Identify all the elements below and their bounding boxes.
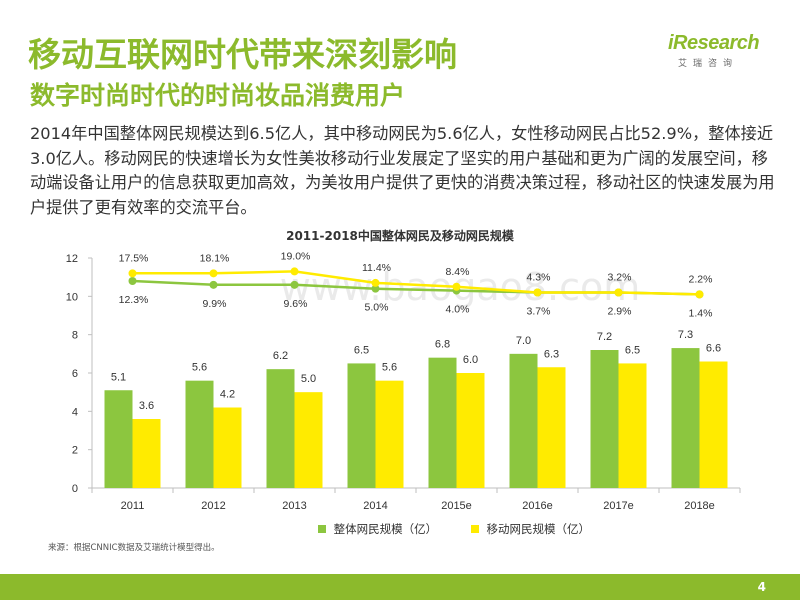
bar-mobile xyxy=(537,367,566,488)
x-tick-label: 2018e xyxy=(684,500,715,512)
bar-total xyxy=(671,348,700,488)
x-tick-label: 2017e xyxy=(603,500,634,512)
bar-data-label: 6.3 xyxy=(544,348,559,360)
bar-data-label: 7.2 xyxy=(597,331,612,343)
logo-chinese-name: 艾瑞咨询 xyxy=(678,59,739,69)
bar-data-label: 6.5 xyxy=(354,344,369,356)
bar-data-label: 5.6 xyxy=(382,362,397,374)
bar-data-label: 6.6 xyxy=(706,343,721,355)
y-tick-label: 4 xyxy=(72,406,78,418)
legend-swatch-total xyxy=(318,524,326,533)
legend-swatch-mobile xyxy=(470,524,479,533)
bar-total xyxy=(104,390,133,488)
bar-data-label: 4.2 xyxy=(220,389,235,401)
x-tick-label: 2011 xyxy=(121,500,145,512)
growth-rate-label: 2.2% xyxy=(689,273,713,285)
bar-data-label: 3.6 xyxy=(139,400,154,412)
growth-rate-label: 1.4% xyxy=(689,307,713,319)
growth-rate-label: 17.5% xyxy=(119,252,149,264)
bar-total xyxy=(347,363,376,488)
growth-marker xyxy=(209,269,218,278)
bar-data-label: 7.3 xyxy=(678,329,693,341)
growth-marker xyxy=(128,277,137,285)
page-subtitle: 数字时尚时代的时尚妆品消费用户 xyxy=(30,81,406,110)
y-tick-label: 8 xyxy=(72,330,78,342)
source-note: 来源：根据CNNIC数据及艾瑞统计模型得出。 xyxy=(48,543,220,553)
growth-rate-label: 11.4% xyxy=(362,262,391,274)
x-tick-label: 2015e xyxy=(441,500,472,512)
growth-rate-label: 19.0% xyxy=(281,250,311,262)
y-tick-label: 12 xyxy=(66,253,78,265)
growth-marker xyxy=(290,267,299,276)
y-tick-label: 0 xyxy=(72,483,78,495)
y-tick-label: 2 xyxy=(72,445,78,457)
growth-marker xyxy=(533,288,542,297)
x-tick-label: 2013 xyxy=(282,500,306,512)
bar-mobile xyxy=(618,363,647,488)
bar-mobile xyxy=(456,373,485,488)
bar-data-label: 5.0 xyxy=(301,373,316,385)
growth-rate-label: 3.7% xyxy=(527,306,551,318)
page-number: 4 xyxy=(757,580,766,594)
growth-marker xyxy=(371,284,380,293)
bar-total xyxy=(590,350,619,488)
x-tick-label: 2012 xyxy=(201,500,225,512)
growth-rate-label: 9.6% xyxy=(284,298,308,310)
bar-mobile xyxy=(213,407,242,488)
chart-legend: 整体网民规模（亿） 移动网民规模（亿） xyxy=(318,521,620,537)
legend-label-mobile: 移动网民规模（亿） xyxy=(486,522,590,536)
bar-total xyxy=(266,369,295,488)
page-title: 移动互联网时代带来深刻影响 xyxy=(28,35,457,74)
growth-line-mobile xyxy=(132,270,700,296)
growth-rate-label: 9.9% xyxy=(203,298,227,310)
logo-wordmark: iResearch xyxy=(668,32,760,54)
y-tick-label: 6 xyxy=(72,368,78,380)
chart-title: 2011-2018中国整体网民及移动网民规模 xyxy=(286,229,514,243)
bar-total xyxy=(428,357,457,488)
footer-bar: 4 xyxy=(0,574,800,600)
bar-data-label: 6.2 xyxy=(273,350,288,362)
bar-total xyxy=(509,353,538,488)
growth-rate-label: 5.0% xyxy=(365,302,389,314)
growth-marker xyxy=(614,288,623,297)
growth-rate-label: 12.3% xyxy=(119,294,149,306)
growth-rate-label: 2.9% xyxy=(608,306,632,318)
growth-marker xyxy=(209,280,218,289)
bar-data-label: 7.0 xyxy=(516,335,531,347)
x-tick-label: 2014 xyxy=(363,500,387,512)
intro-paragraph: 2014年中国整体网民规模达到6.5亿人，其中移动网民为5.6亿人，女性移动网民… xyxy=(30,124,775,217)
growth-rate-label: 8.4% xyxy=(446,266,470,278)
bar-mobile xyxy=(699,361,728,488)
bar-data-label: 6.8 xyxy=(435,339,450,351)
bar-data-label: 5.1 xyxy=(111,371,126,383)
growth-marker xyxy=(371,278,380,287)
growth-rate-label: 4.0% xyxy=(446,304,470,316)
legend-item-mobile-netizens: 移动网民规模（亿） xyxy=(470,521,590,537)
iresearch-logo: iResearch 艾瑞咨询 xyxy=(668,32,778,72)
x-tick-label: 2016e xyxy=(522,500,553,512)
legend-label-total: 整体网民规模（亿） xyxy=(333,522,438,536)
bar-mobile xyxy=(132,419,161,488)
bar-total xyxy=(185,380,214,488)
bar-mobile xyxy=(294,392,323,488)
bar-mobile xyxy=(375,380,404,488)
bar-data-label: 6.5 xyxy=(625,344,640,356)
netizen-scale-chart: www.baogao8.com 024681012201120122013201… xyxy=(66,250,741,512)
growth-marker xyxy=(452,282,461,291)
growth-marker xyxy=(128,269,137,278)
growth-rate-label: 18.1% xyxy=(200,252,230,264)
bar-data-label: 6.0 xyxy=(463,354,478,366)
growth-rate-label: 4.3% xyxy=(527,272,551,284)
growth-marker xyxy=(695,290,704,299)
legend-item-total-netizens: 整体网民规模（亿） xyxy=(318,521,437,537)
y-tick-label: 10 xyxy=(66,291,78,303)
growth-marker xyxy=(290,280,299,289)
bar-data-label: 5.6 xyxy=(192,362,207,374)
growth-rate-label: 3.2% xyxy=(608,272,632,284)
